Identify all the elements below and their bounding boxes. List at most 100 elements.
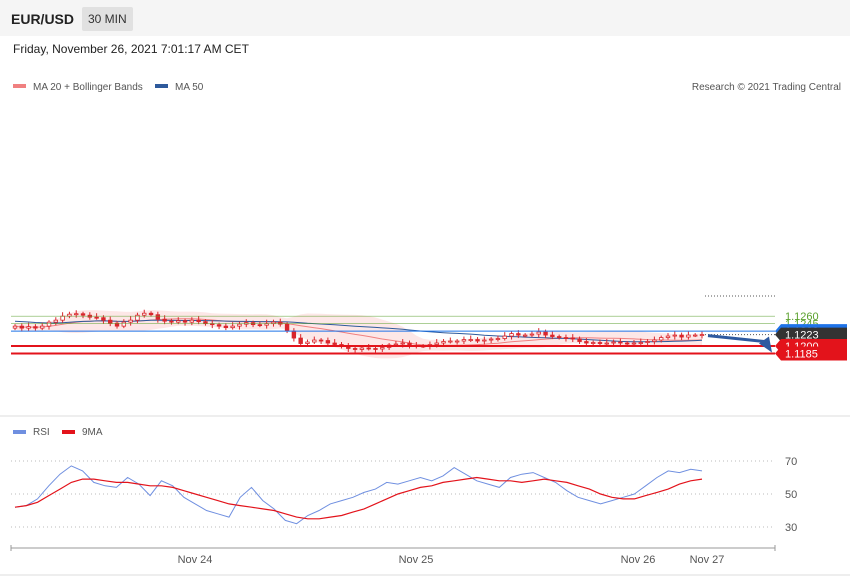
candle-body [12, 325, 18, 329]
ma20-legend-label: MA 20 + Bollinger Bands [33, 82, 143, 93]
ma20-legend-swatch [13, 84, 26, 88]
candle-body [577, 338, 582, 342]
candle-body [434, 342, 439, 345]
candle-body [454, 340, 460, 343]
rsi-plot: 70 50 30 [11, 456, 797, 534]
candle-body [543, 331, 548, 336]
candle-body [692, 334, 698, 337]
candle-body [142, 312, 147, 316]
x-tick-label: Nov 24 [178, 554, 213, 566]
bollinger-band [15, 310, 702, 359]
price-level-label: 1.1223 [785, 330, 819, 342]
candle-body [230, 325, 235, 329]
candle-body [604, 342, 609, 345]
candle-body [114, 322, 120, 327]
candle-body [162, 318, 167, 322]
candle-body [176, 320, 181, 323]
rsi-line [14, 465, 703, 525]
price-tag [775, 327, 847, 342]
candle-body [393, 343, 399, 346]
candle-body [366, 347, 371, 350]
chart-datetime: Friday, November 26, 2021 7:01:17 AM CET [13, 42, 249, 56]
candle-body [509, 333, 514, 337]
candle-body [584, 341, 589, 344]
candle-body [223, 325, 229, 329]
candle-body [400, 342, 405, 345]
candle-body [665, 335, 671, 338]
candle-body [638, 342, 643, 344]
candle-body [536, 331, 541, 335]
candle-body [189, 319, 195, 323]
candle-body [80, 313, 86, 316]
candle-body [121, 321, 127, 327]
candle-body [475, 339, 480, 342]
candle-body [597, 342, 603, 344]
forecast-arrow-shaft [707, 334, 765, 343]
candle-body [645, 341, 650, 343]
candle-body [155, 314, 161, 320]
candle-body [312, 339, 317, 343]
candle-body [148, 312, 154, 316]
candle-body [216, 324, 222, 327]
candle-body [570, 337, 575, 340]
candle-body [325, 340, 331, 344]
x-tick-label: Nov 25 [399, 554, 434, 566]
candle-body [101, 317, 106, 321]
x-tick-label: Nov 27 [690, 554, 725, 566]
candle-body [488, 338, 494, 341]
chart-header: EUR/USD 30 MIN [0, 0, 850, 36]
candle-body [441, 341, 446, 344]
candle-body [284, 323, 290, 332]
rsi-ma-legend-swatch [62, 430, 75, 434]
candle-body [563, 337, 569, 339]
candle-body [169, 320, 174, 323]
rsi-tick-label: 50 [785, 489, 797, 501]
candle-body [468, 339, 473, 341]
candle-body [196, 319, 201, 323]
candle-body [128, 319, 133, 323]
rsi-legend-label: RSI [33, 427, 50, 438]
copyright-label: Research © 2021 Trading Central [692, 82, 841, 93]
candle-body [108, 319, 113, 324]
candle-body [74, 313, 79, 316]
candle-body [556, 336, 562, 338]
candle-body [53, 319, 59, 323]
candle-body [373, 348, 378, 350]
ma50-legend-label: MA 50 [175, 82, 204, 93]
price-tag [775, 346, 847, 361]
rsi-tick-label: 30 [785, 522, 797, 534]
candle-body [686, 334, 691, 338]
candle-body [448, 340, 453, 343]
candle-body [40, 325, 45, 329]
rsi-ma-legend-label: 9MA [82, 427, 103, 438]
candle-body [318, 339, 324, 342]
candle-body [618, 341, 623, 344]
candle-body [298, 337, 303, 344]
symbol-label: EUR/USD [11, 11, 75, 27]
candle-body [590, 342, 596, 344]
timeframe-button[interactable]: 30 MIN [82, 7, 133, 31]
candle-body [19, 325, 25, 329]
candle-body [461, 339, 467, 342]
price-level-label: 1.1260 [785, 311, 819, 323]
candle-body [658, 337, 664, 341]
candle-body [502, 335, 507, 339]
candle-body [516, 333, 521, 336]
candle-body [631, 342, 637, 345]
candle-body [60, 315, 65, 321]
ma50-legend-swatch [155, 84, 168, 88]
candle-body [94, 316, 99, 319]
candle-body [495, 338, 501, 340]
candle-body [305, 341, 310, 344]
candle-body [699, 334, 705, 336]
candle-body [46, 321, 52, 327]
candle-body [522, 334, 528, 337]
rsi-ma-line [14, 476, 703, 520]
candle-body [482, 339, 487, 342]
forecast-arrow-head [759, 336, 772, 353]
candle-body [679, 334, 684, 338]
candle-body [278, 321, 283, 325]
candle-body [291, 330, 297, 339]
